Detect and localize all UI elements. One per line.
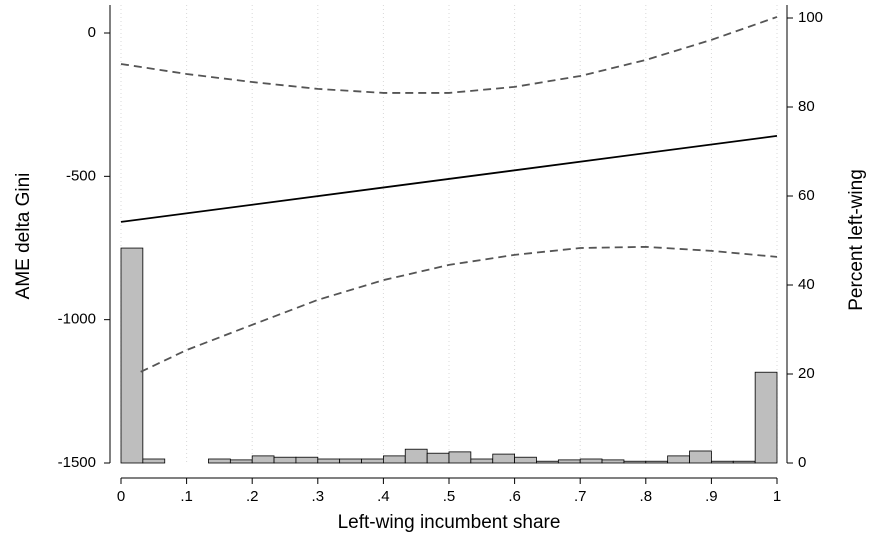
x-tick-label: .6: [508, 488, 521, 505]
y2-tick-label: 100: [798, 9, 823, 26]
y2-tick-label: 40: [798, 276, 815, 293]
histogram-bar: [732, 460, 756, 464]
histogram-bar: [382, 455, 406, 464]
histogram-bar: [142, 458, 166, 464]
histogram-bar: [711, 460, 734, 464]
histogram-bar: [426, 452, 450, 464]
histogram-bar: [404, 448, 428, 464]
y-tick-label: 0: [88, 24, 96, 41]
x-tick-label: 0: [117, 488, 125, 505]
histogram-bar: [229, 459, 253, 464]
histogram-bar: [295, 456, 319, 464]
y2-tick-label: 0: [798, 454, 806, 471]
histogram-bar: [339, 458, 362, 464]
histogram-bar: [514, 456, 537, 464]
histogram-bar: [492, 453, 515, 464]
histogram-bar: [754, 371, 778, 464]
y2-tick-label: 60: [798, 187, 815, 204]
histogram-bar: [557, 459, 581, 464]
histogram-bar: [623, 460, 647, 464]
x-tick-label: 1: [773, 488, 781, 505]
histogram-bar: [536, 460, 559, 464]
x-tick-label: .3: [312, 488, 325, 505]
x-tick-label: .4: [377, 488, 390, 505]
y-tick-label: -500: [66, 167, 96, 184]
x-tick-label: .1: [180, 488, 193, 505]
histogram-bar: [579, 458, 603, 464]
histogram-bar: [251, 455, 275, 464]
y-tick-label: -1000: [58, 311, 96, 328]
histogram-bar: [273, 456, 297, 464]
histogram-bar: [601, 459, 625, 464]
histogram-bar: [208, 458, 231, 464]
histogram-bar: [667, 455, 690, 464]
y-tick-label: -1500: [58, 454, 96, 471]
y2-tick-label: 80: [798, 98, 815, 115]
y-axis-label: AME delta Gini: [13, 173, 34, 300]
x-tick-label: .8: [640, 488, 653, 505]
histogram-bar: [361, 458, 384, 464]
histogram-bar: [645, 460, 669, 464]
histogram-bar: [689, 450, 712, 464]
x-tick-label: .9: [705, 488, 718, 505]
line-series: [120, 135, 778, 223]
x-axis-label: Left-wing incumbent share: [338, 512, 561, 533]
line-series: [140, 245, 778, 373]
x-tick-label: .5: [443, 488, 456, 505]
histogram-bar: [317, 458, 341, 464]
histogram-bar: [470, 458, 494, 464]
y2-axis-label: Percent left-wing: [846, 169, 867, 311]
x-tick-label: .2: [246, 488, 259, 505]
y2-tick-label: 20: [798, 365, 815, 382]
x-tick-label: .7: [574, 488, 587, 505]
histogram-bar: [448, 451, 472, 464]
line-series: [120, 16, 778, 94]
histogram-bar: [120, 247, 144, 464]
